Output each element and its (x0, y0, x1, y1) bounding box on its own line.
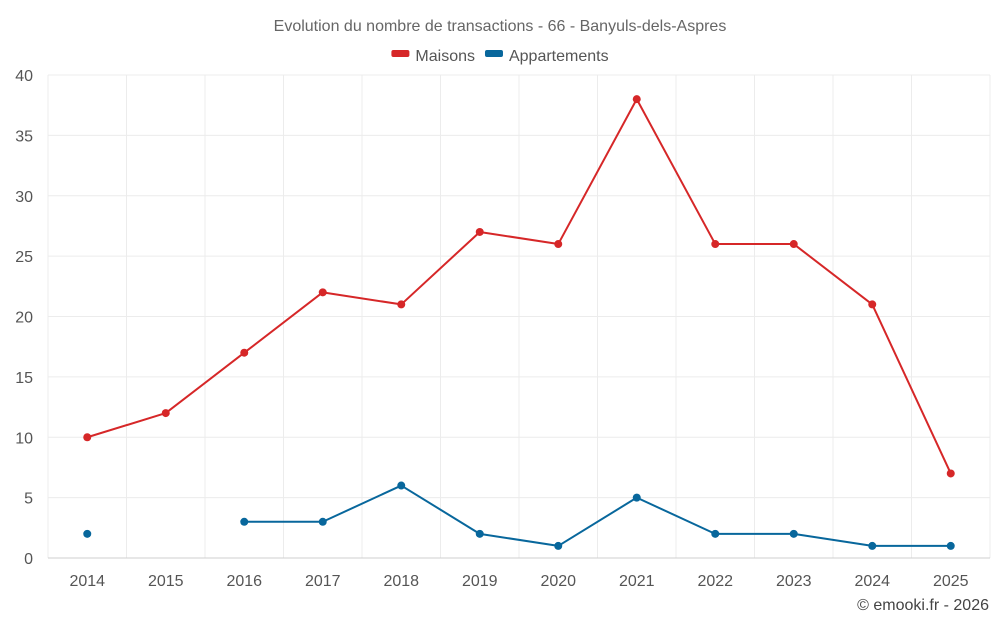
legend-swatch (484, 50, 503, 57)
legend-swatch (391, 50, 410, 57)
series-appartements (83, 481, 955, 550)
data-point[interactable] (83, 529, 92, 538)
series-maisons (83, 95, 955, 478)
y-tick-label: 35 (15, 128, 33, 145)
data-point[interactable] (397, 300, 406, 309)
data-point[interactable] (868, 541, 877, 550)
series-line (244, 484, 951, 547)
credit-text: © emooki.fr - 2026 (857, 597, 989, 614)
legend-label: Maisons (415, 48, 475, 65)
x-tick-label: 2017 (305, 573, 341, 590)
data-point[interactable] (711, 529, 720, 538)
data-point[interactable] (632, 493, 641, 502)
data-point[interactable] (475, 227, 484, 236)
y-tick-label: 30 (15, 189, 33, 206)
y-axis-ticks: 0 5 10 15 20 25 30 35 40 (15, 68, 33, 568)
x-tick-label: 2020 (540, 573, 576, 590)
data-point[interactable] (711, 240, 720, 249)
x-tick-label: 2023 (776, 573, 812, 590)
data-point[interactable] (83, 433, 92, 442)
grid (47, 74, 991, 559)
x-tick-label: 2022 (697, 573, 733, 590)
data-point[interactable] (397, 481, 406, 490)
y-tick-label: 15 (15, 370, 33, 387)
y-tick-label: 0 (24, 551, 33, 568)
data-point[interactable] (632, 95, 641, 104)
data-point[interactable] (789, 240, 798, 249)
legend-item-appartements[interactable]: Appartements (484, 48, 609, 65)
y-tick-label: 40 (15, 68, 33, 85)
x-tick-label: 2021 (619, 573, 655, 590)
x-tick-label: 2015 (148, 573, 184, 590)
x-tick-label: 2025 (933, 573, 969, 590)
legend-item-maisons[interactable]: Maisons (391, 48, 475, 65)
x-tick-label: 2018 (383, 573, 419, 590)
y-tick-label: 25 (15, 249, 33, 266)
data-point[interactable] (240, 517, 249, 526)
x-tick-label: 2019 (462, 573, 498, 590)
y-tick-label: 10 (15, 430, 33, 447)
x-tick-label: 2016 (226, 573, 262, 590)
series-layer (83, 95, 955, 550)
data-point[interactable] (161, 409, 170, 418)
data-point[interactable] (946, 469, 955, 478)
data-point[interactable] (554, 541, 563, 550)
data-point[interactable] (318, 288, 327, 297)
y-tick-label: 20 (15, 310, 33, 327)
data-point[interactable] (554, 240, 563, 249)
x-axis-ticks: 2014 2015 2016 2017 2018 2019 2020 2021 2022 2023… (69, 573, 968, 590)
data-point[interactable] (946, 541, 955, 550)
y-tick-label: 5 (24, 491, 33, 508)
chart-title: Evolution du nombre de transactions - 66… (274, 18, 727, 35)
data-point[interactable] (789, 529, 798, 538)
x-tick-label: 2024 (854, 573, 890, 590)
data-point[interactable] (475, 529, 484, 538)
legend-label: Appartements (509, 48, 609, 65)
series-line (86, 98, 952, 474)
data-point[interactable] (240, 348, 249, 357)
data-point[interactable] (318, 517, 327, 526)
data-point[interactable] (868, 300, 877, 309)
legend: Maisons Appartements (391, 48, 609, 65)
x-tick-label: 2014 (69, 573, 105, 590)
